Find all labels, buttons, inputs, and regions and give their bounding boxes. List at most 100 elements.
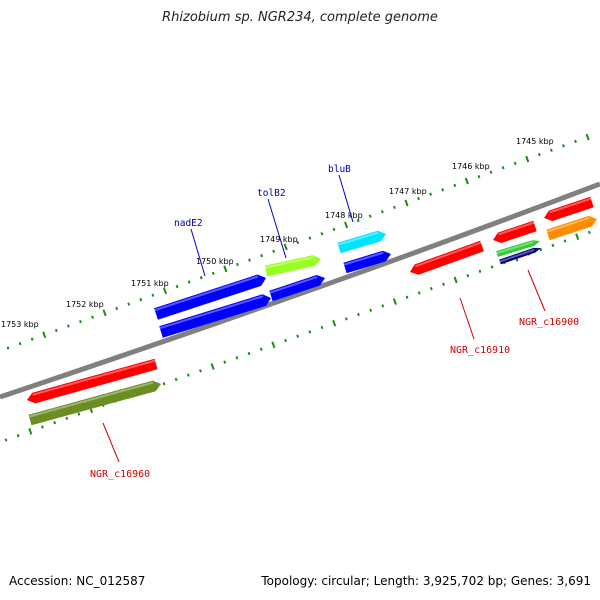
locus-label-ngr-c16900[interactable]: NGR_c16900: [519, 317, 579, 328]
gene-arrow-ngr-c16960[interactable]: [28, 380, 162, 426]
minor-tick: [259, 347, 263, 351]
major-tick: [392, 298, 397, 305]
minor-tick: [235, 356, 239, 360]
major-tick: [525, 155, 530, 163]
minor-tick: [356, 218, 360, 223]
minor-tick: [368, 214, 372, 218]
kbp-labels: 1745 kbp 1746 kbp 1747 kbp 1748 kbp 1749…: [1, 137, 554, 329]
gene-arrow-red-ngr-c16900-body[interactable]: [493, 220, 537, 243]
minor-tick: [187, 280, 191, 284]
minor-tick: [490, 265, 494, 269]
minor-tick: [91, 315, 94, 319]
gene-arrow-green-body[interactable]: [496, 240, 540, 257]
minor-tick: [551, 243, 555, 247]
minor-tick: [6, 346, 10, 350]
gene-arrow-red-far-right-body[interactable]: [544, 196, 594, 221]
gene-label-nade2[interactable]: nadE2: [174, 218, 203, 229]
gene-arrow-blue-small-body[interactable]: [343, 250, 391, 274]
minor-tick: [174, 377, 178, 382]
kbp-label: 1748 kbp: [325, 211, 363, 220]
minor-tick: [405, 295, 409, 299]
minor-tick: [18, 341, 22, 346]
gene-arrow-red-left-body[interactable]: [27, 358, 158, 404]
gene-arrow-red-far-right[interactable]: [544, 196, 594, 221]
minor-tick: [537, 152, 541, 157]
minor-tick: [296, 334, 300, 338]
accession-label: Accession: NC_012587: [9, 574, 146, 588]
minor-tick: [477, 174, 481, 179]
leader-line: [102, 422, 120, 463]
locus-label-ngr-c16910[interactable]: NGR_c16910: [450, 345, 510, 356]
minor-tick: [211, 271, 215, 275]
kbp-label: 1750 kbp: [196, 257, 234, 266]
gene-arrow-tolb2-body[interactable]: [264, 255, 321, 277]
gene-arrow-red-ngr-c16910-body[interactable]: [410, 240, 484, 275]
minor-tick: [392, 205, 396, 210]
minor-tick: [478, 269, 482, 273]
gene-arrow-red-ngr-c16910-highlight: [415, 241, 482, 268]
locus-label-ngr-c16960[interactable]: NGR_c16960: [90, 469, 150, 480]
minor-tick: [549, 148, 553, 152]
kbp-label: 1753 kbp: [1, 320, 39, 329]
gene-arrow-blue-inner[interactable]: [269, 275, 325, 302]
minor-tick: [501, 166, 505, 170]
major-tick: [271, 341, 276, 349]
major-tick: [102, 309, 107, 317]
gene-arrow-red-far-right-highlight: [549, 197, 592, 214]
major-tick: [575, 233, 580, 241]
gene-arrow-orange-body[interactable]: [546, 215, 597, 241]
major-tick: [283, 243, 288, 251]
minor-tick: [357, 312, 360, 317]
minor-tick: [139, 298, 143, 302]
major-tick: [332, 319, 337, 327]
minor-tick: [369, 308, 373, 312]
gene-arrow-red-ngr-c16900[interactable]: [493, 220, 537, 243]
gene-arrow-blub-highlight: [337, 231, 379, 246]
gene-label-tolb2[interactable]: tolB2: [257, 188, 286, 199]
minor-tick: [344, 317, 348, 321]
gene-arrow-ngr-c16960-body[interactable]: [28, 380, 162, 426]
minor-tick: [332, 227, 336, 232]
gene-arrow-navy-body[interactable]: [499, 247, 541, 265]
gene-arrow-green[interactable]: [496, 240, 540, 257]
genome-stats-label: Topology: circular; Length: 3,925,702 bp…: [261, 574, 591, 588]
minor-tick: [296, 240, 300, 245]
leader-line: [338, 174, 354, 223]
major-tick: [453, 276, 458, 284]
minor-tick: [247, 351, 251, 356]
major-tick: [223, 265, 228, 273]
kbp-label: 1745 kbp: [516, 137, 554, 146]
gene-arrow-blub-body[interactable]: [337, 230, 386, 254]
gene-label-blub[interactable]: bluB: [328, 164, 351, 175]
minor-tick: [41, 425, 44, 429]
minor-tick: [236, 262, 239, 267]
gene-arrow-blue-small[interactable]: [343, 250, 391, 274]
gene-arrow-blue-inner-body[interactable]: [269, 275, 325, 302]
leader-line: [267, 198, 287, 259]
minor-tick: [284, 338, 287, 343]
minor-tick: [429, 286, 433, 291]
gene-arrow-orange[interactable]: [546, 215, 597, 241]
gene-arrow-orange-highlight: [546, 216, 590, 233]
gene-arrow-red-left[interactable]: [27, 358, 158, 404]
minor-tick: [115, 306, 119, 311]
gene-arrow-red-ngr-c16910[interactable]: [410, 240, 484, 275]
gene-arrow-blue-small-highlight: [343, 251, 384, 266]
major-tick: [464, 177, 469, 185]
minor-tick: [308, 330, 312, 334]
gene-arrow-nade2[interactable]: [154, 274, 266, 320]
gene-arrow-navy[interactable]: [499, 247, 541, 265]
minor-tick: [272, 249, 276, 253]
minor-tick: [66, 324, 70, 328]
major-tick: [42, 331, 47, 339]
minor-tick: [308, 236, 312, 240]
gene-arrow-tolb2[interactable]: [264, 255, 321, 277]
minor-tick: [30, 337, 34, 341]
gene-arrow-nade2-body[interactable]: [154, 274, 266, 320]
minor-tick: [77, 412, 81, 416]
gene-arrow-blue-long[interactable]: [159, 294, 271, 338]
gene-arrow-blub[interactable]: [337, 230, 386, 254]
gene-arrow-blue-long-body[interactable]: [159, 294, 271, 338]
